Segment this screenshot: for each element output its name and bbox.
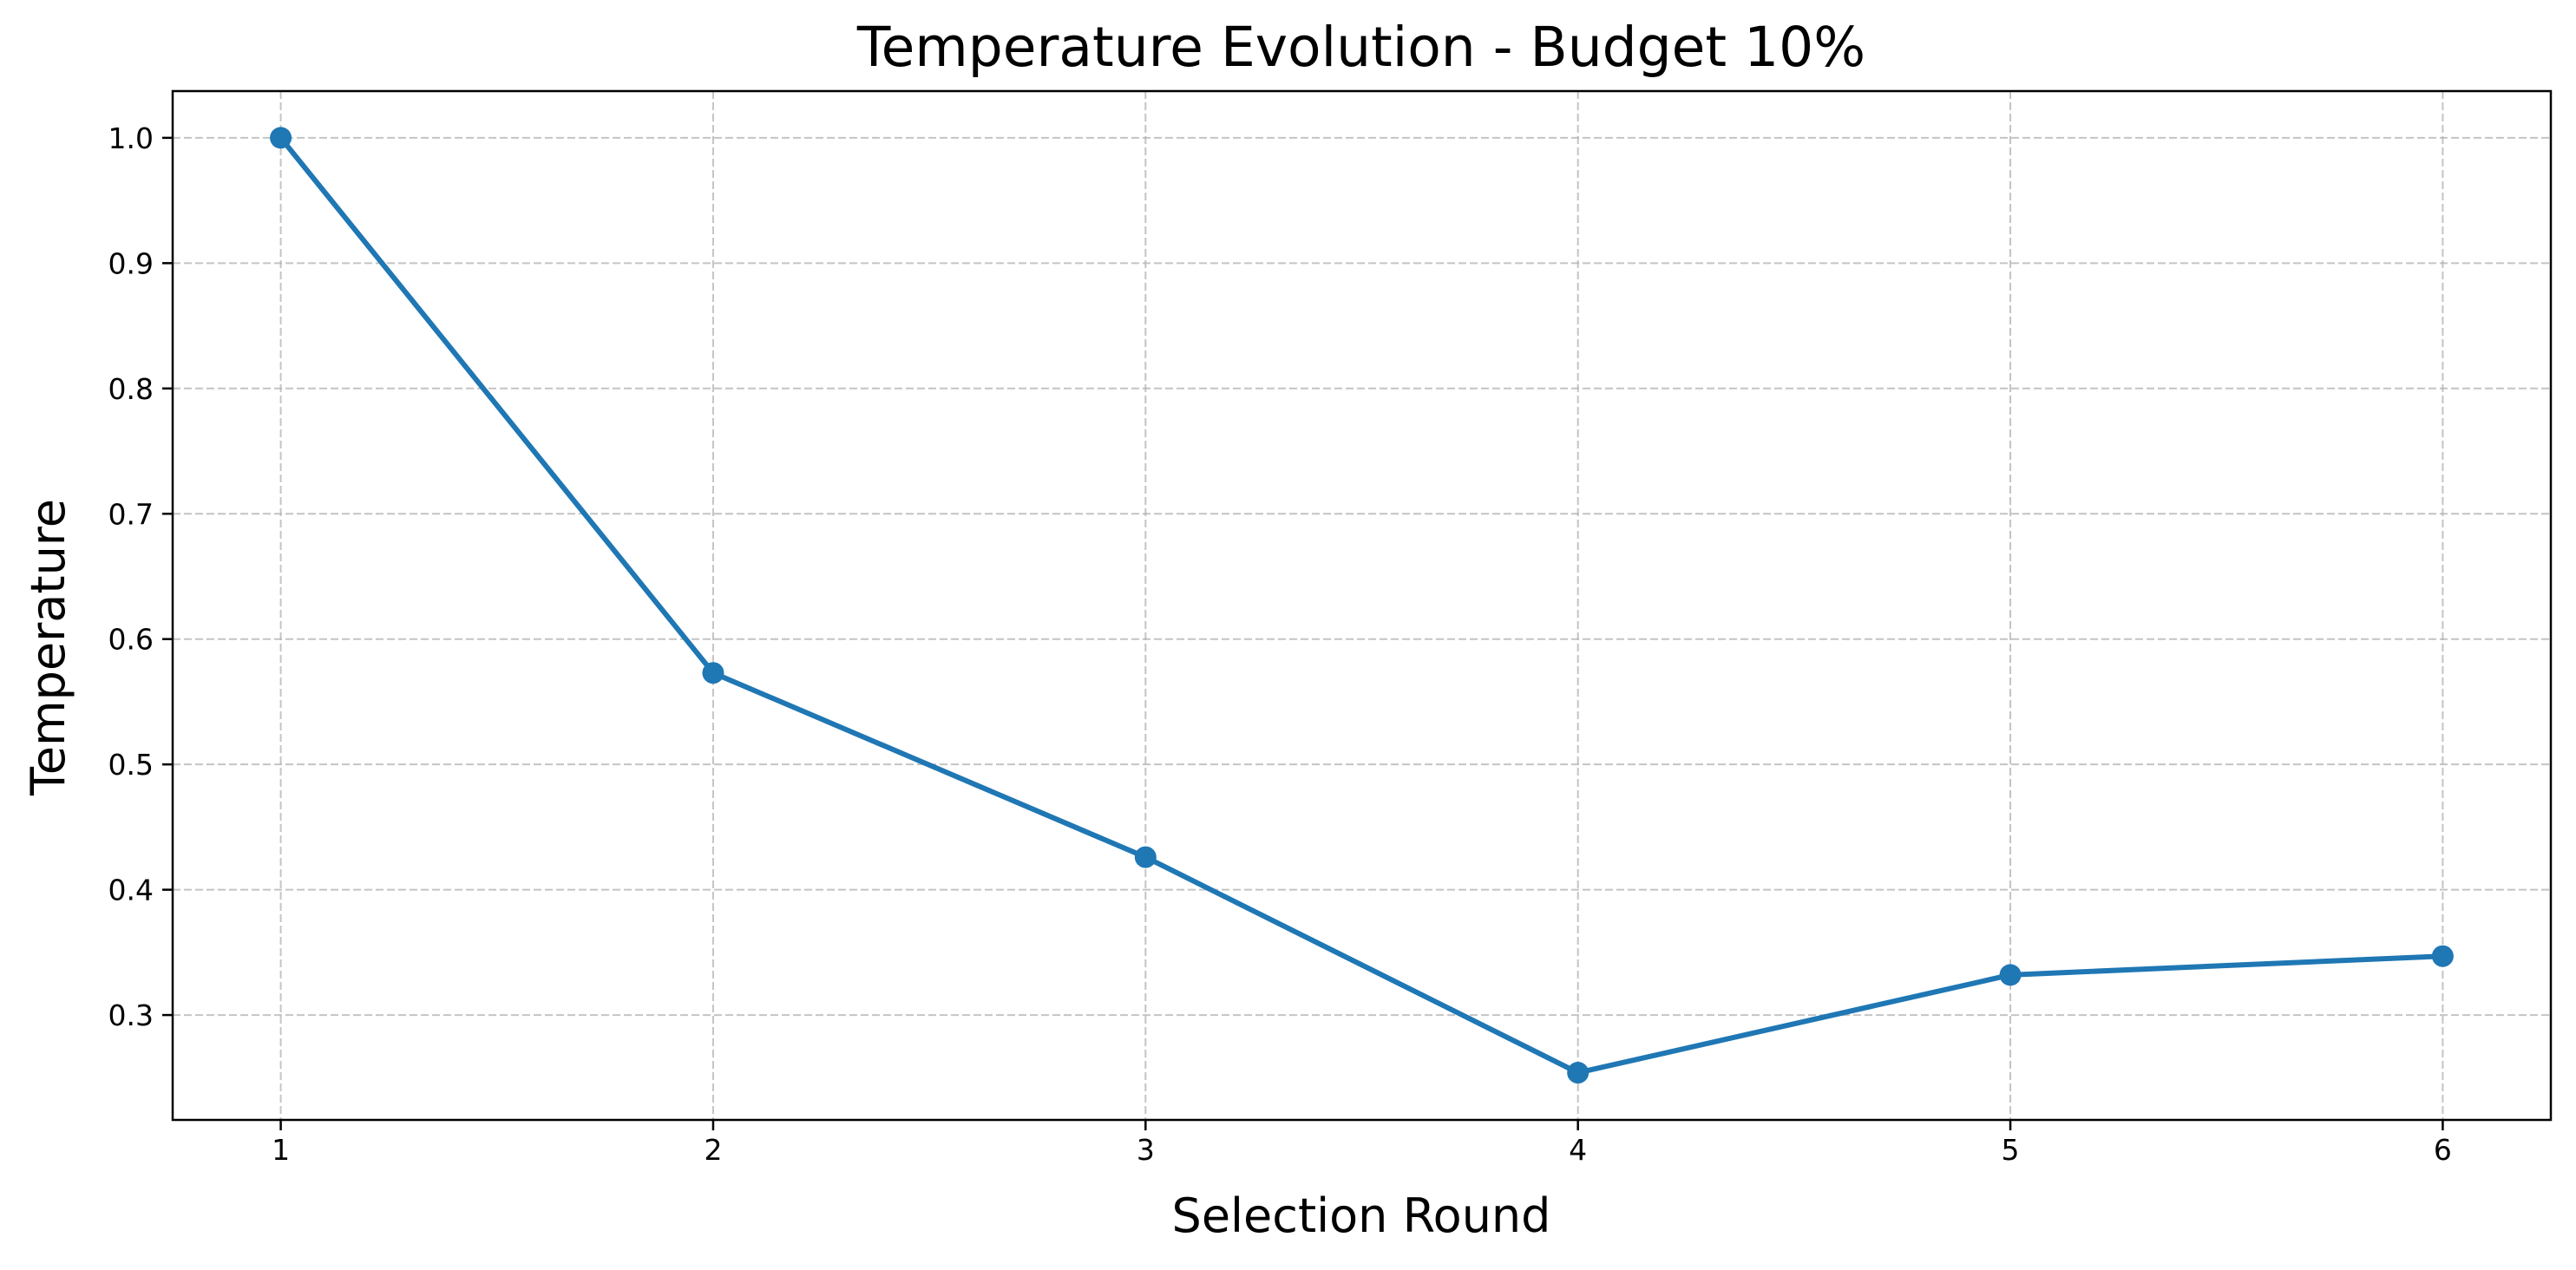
chart-title: Temperature Evolution - Budget 10%: [856, 16, 1865, 79]
data-point: [1567, 1062, 1590, 1084]
series-line: [278, 134, 2446, 1076]
grid: [173, 91, 2551, 1120]
y-tick-label: 0.3: [108, 998, 154, 1032]
x-tick-label: 5: [2002, 1133, 2020, 1167]
y-tick-label: 0.7: [108, 497, 154, 531]
series-layer: [270, 127, 2454, 1084]
y-axis-title: Temperature: [21, 499, 75, 796]
plot-frame: [171, 89, 2553, 1122]
x-tick-label: 2: [704, 1133, 722, 1167]
x-tick-label: 1: [272, 1133, 290, 1167]
y-tick-label: 0.5: [108, 748, 154, 782]
data-point: [1134, 846, 1157, 868]
data-point: [2431, 945, 2454, 967]
y-tick-label: 0.8: [108, 372, 154, 406]
y-tick-label: 0.6: [108, 623, 154, 657]
x-axis-title: Selection Round: [1172, 1188, 1551, 1243]
data-point: [702, 662, 724, 684]
x-tick-label: 3: [1137, 1133, 1155, 1167]
y-tick-label: 0.9: [108, 246, 154, 280]
data-point: [1999, 964, 2022, 986]
x-tick-label: 6: [2434, 1133, 2452, 1167]
y-tick-label: 0.4: [108, 874, 154, 907]
ticks: 1 2 3 4 5 6 0.3 0.4 0.5 0.6 0.7 0.8 0.9 1.0: [108, 121, 2452, 1167]
y-tick-label: 1.0: [108, 121, 154, 155]
x-tick-label: 4: [1569, 1133, 1587, 1167]
data-point: [270, 127, 292, 149]
